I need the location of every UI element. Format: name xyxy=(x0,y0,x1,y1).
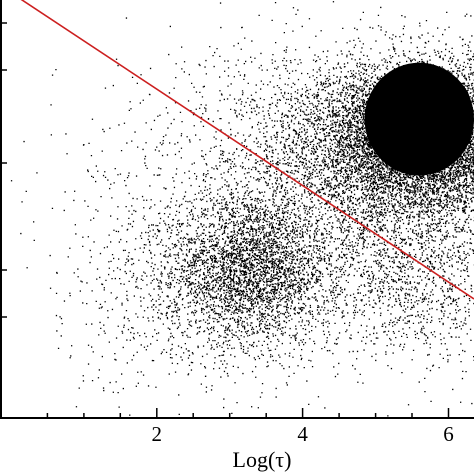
scatter-points xyxy=(10,1,474,417)
scatter-point-cloud xyxy=(10,1,474,417)
fit-line xyxy=(20,0,474,300)
x-axis-ticks: 2 4 6 xyxy=(46,408,454,446)
x-tick-label: 2 xyxy=(152,422,163,446)
fit-line-layer xyxy=(20,0,474,300)
axes xyxy=(0,0,474,419)
x-tick-label: 4 xyxy=(297,422,308,446)
x-tick-label: 6 xyxy=(443,422,454,446)
dense-point-region xyxy=(364,62,474,176)
x-axis-label: Log(τ) xyxy=(233,447,292,472)
